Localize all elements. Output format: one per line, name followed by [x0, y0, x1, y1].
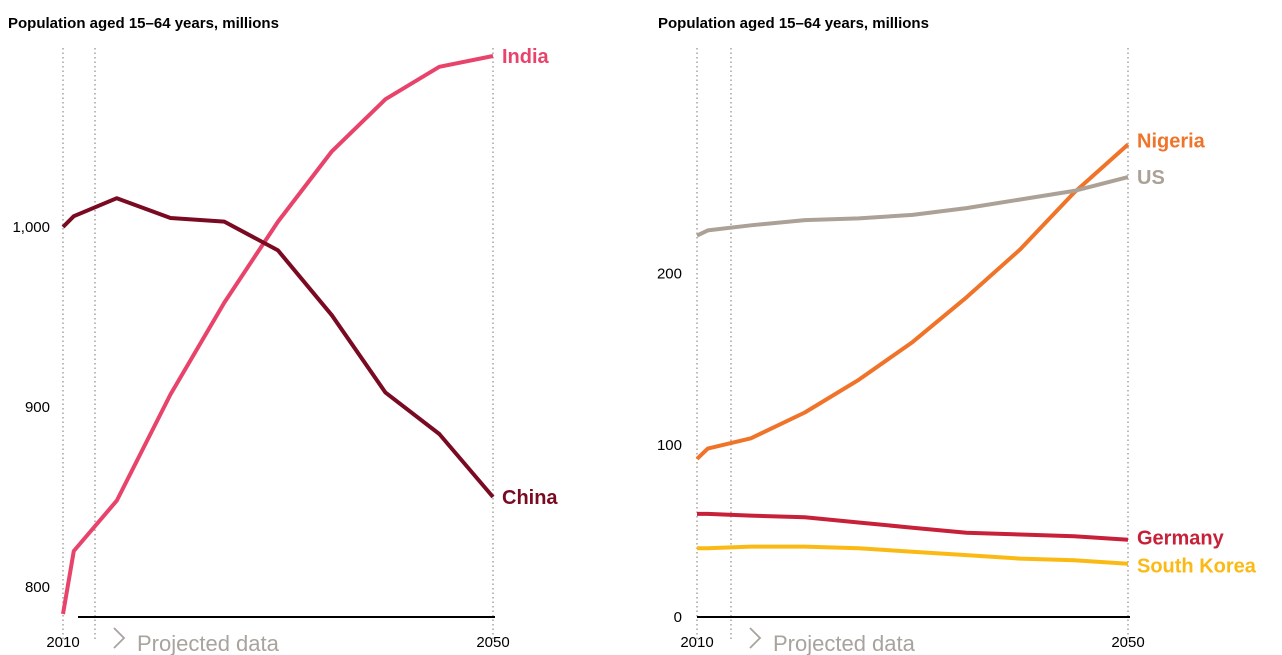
series-line-china [61, 196, 495, 499]
chevron-right-icon [113, 627, 126, 649]
left-chart: 800 900 1,000 2010 2050 Projected data India Ch… [12, 46, 558, 655]
series-line-india [61, 54, 494, 615]
x-tick-label: 2010 [680, 634, 713, 651]
x-tick-label: 2010 [46, 634, 79, 651]
x-tick-label: 2050 [476, 634, 509, 651]
series-line-us [696, 175, 1129, 238]
left-chart-title: Population aged 15–64 years, millions [8, 15, 279, 32]
y-tick-label: 800 [25, 579, 50, 596]
chevron-right-icon [749, 627, 762, 649]
y-tick-label: 1,000 [12, 219, 50, 236]
right-chart: 0 100 200 2010 2050 Projected data Nigeria US Ge… [657, 48, 1257, 655]
projected-data-note: Projected data [137, 631, 280, 655]
y-tick-label: 200 [657, 265, 682, 282]
series-label-us: US [1137, 167, 1165, 189]
right-chart-title: Population aged 15–64 years, millions [658, 15, 929, 32]
series-line-germany [697, 511, 1129, 542]
series-label-nigeria: Nigeria [1137, 131, 1206, 153]
y-tick-label: 100 [657, 437, 682, 454]
series-label-south-korea: South Korea [1137, 556, 1257, 578]
series-line-nigeria [695, 143, 1130, 461]
y-tick-label: 0 [674, 609, 682, 626]
series-label-india: India [502, 46, 550, 68]
projected-data-note: Projected data [773, 631, 916, 655]
series-label-germany: Germany [1137, 528, 1225, 550]
y-tick-label: 900 [25, 399, 50, 416]
series-label-china: China [502, 487, 558, 509]
series-line-south-korea [697, 544, 1129, 566]
x-tick-label: 2050 [1111, 634, 1144, 651]
